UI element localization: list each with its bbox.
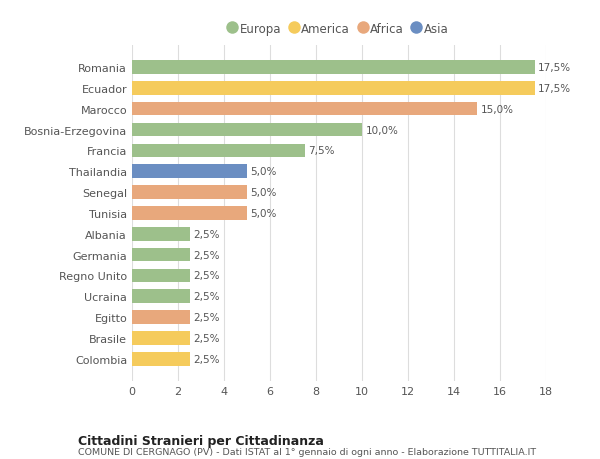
Legend: Europa, America, Africa, Asia: Europa, America, Africa, Asia	[224, 18, 454, 41]
Text: Cittadini Stranieri per Cittadinanza: Cittadini Stranieri per Cittadinanza	[78, 434, 324, 447]
Bar	[132, 331, 190, 345]
Text: 5,0%: 5,0%	[250, 208, 277, 218]
Text: 2,5%: 2,5%	[193, 313, 220, 322]
Bar	[132, 269, 190, 283]
Bar	[132, 207, 247, 220]
Bar	[132, 228, 190, 241]
Bar	[132, 290, 190, 303]
Text: 17,5%: 17,5%	[538, 63, 571, 73]
Text: 2,5%: 2,5%	[193, 250, 220, 260]
Bar	[132, 186, 247, 199]
Text: 2,5%: 2,5%	[193, 333, 220, 343]
Bar	[132, 144, 305, 158]
Text: 2,5%: 2,5%	[193, 291, 220, 302]
Bar	[132, 61, 535, 75]
Text: 5,0%: 5,0%	[250, 188, 277, 198]
Text: 7,5%: 7,5%	[308, 146, 334, 156]
Bar	[132, 165, 247, 179]
Text: 2,5%: 2,5%	[193, 229, 220, 239]
Text: 17,5%: 17,5%	[538, 84, 571, 94]
Text: 15,0%: 15,0%	[481, 105, 514, 114]
Text: 2,5%: 2,5%	[193, 354, 220, 364]
Bar	[132, 311, 190, 324]
Text: 5,0%: 5,0%	[250, 167, 277, 177]
Text: 2,5%: 2,5%	[193, 271, 220, 281]
Text: 10,0%: 10,0%	[365, 125, 398, 135]
Bar	[132, 123, 362, 137]
Text: COMUNE DI CERGNAGO (PV) - Dati ISTAT al 1° gennaio di ogni anno - Elaborazione T: COMUNE DI CERGNAGO (PV) - Dati ISTAT al …	[78, 448, 536, 457]
Bar	[132, 103, 477, 116]
Bar	[132, 82, 535, 95]
Bar	[132, 352, 190, 366]
Bar	[132, 248, 190, 262]
